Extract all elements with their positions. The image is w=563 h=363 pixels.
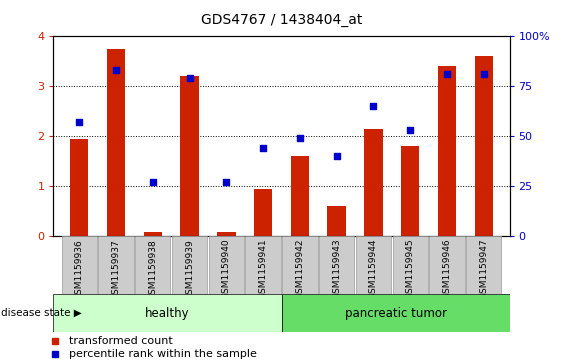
Bar xyxy=(245,236,281,294)
Point xyxy=(296,135,305,141)
Point xyxy=(148,179,157,185)
Bar xyxy=(466,236,502,294)
Text: pancreatic tumor: pancreatic tumor xyxy=(345,307,446,319)
Bar xyxy=(107,49,125,236)
Text: GSM1159939: GSM1159939 xyxy=(185,239,194,299)
Text: GSM1159947: GSM1159947 xyxy=(479,239,488,299)
Point xyxy=(406,127,415,133)
Text: disease state ▶: disease state ▶ xyxy=(1,308,82,318)
Text: GSM1159946: GSM1159946 xyxy=(443,239,452,299)
Point xyxy=(258,145,267,151)
Bar xyxy=(172,236,207,294)
Point xyxy=(185,76,194,81)
Text: transformed count: transformed count xyxy=(69,336,172,346)
Bar xyxy=(135,236,171,294)
Bar xyxy=(61,236,97,294)
Bar xyxy=(291,156,309,236)
Bar xyxy=(328,206,346,236)
Point xyxy=(479,72,488,77)
Text: GSM1159943: GSM1159943 xyxy=(332,239,341,299)
Bar xyxy=(70,139,88,236)
Text: GSM1159944: GSM1159944 xyxy=(369,239,378,299)
Bar xyxy=(475,56,493,236)
Bar xyxy=(319,236,354,294)
Point xyxy=(443,72,452,77)
Bar xyxy=(438,66,456,236)
Bar xyxy=(53,294,282,332)
Point xyxy=(111,68,120,73)
Bar xyxy=(392,236,428,294)
Bar xyxy=(364,129,383,236)
Bar xyxy=(282,294,510,332)
Bar xyxy=(144,232,162,236)
Text: GSM1159938: GSM1159938 xyxy=(148,239,157,299)
Bar xyxy=(282,236,318,294)
Bar xyxy=(356,236,391,294)
Text: GSM1159940: GSM1159940 xyxy=(222,239,231,299)
Bar xyxy=(254,188,272,236)
Text: GDS4767 / 1438404_at: GDS4767 / 1438404_at xyxy=(201,13,362,27)
Text: GSM1159942: GSM1159942 xyxy=(296,239,305,299)
Text: GSM1159945: GSM1159945 xyxy=(406,239,415,299)
Bar xyxy=(180,76,199,236)
Text: healthy: healthy xyxy=(145,307,190,319)
Bar xyxy=(401,146,419,236)
Point xyxy=(332,153,341,159)
Text: GSM1159937: GSM1159937 xyxy=(111,239,120,299)
Text: GSM1159941: GSM1159941 xyxy=(258,239,267,299)
Point xyxy=(222,179,231,185)
Text: GSM1159936: GSM1159936 xyxy=(75,239,84,299)
Point xyxy=(75,119,84,125)
Bar xyxy=(430,236,464,294)
Bar xyxy=(209,236,244,294)
Point xyxy=(369,103,378,109)
Text: percentile rank within the sample: percentile rank within the sample xyxy=(69,349,257,359)
Bar xyxy=(217,232,235,236)
Bar xyxy=(99,236,133,294)
